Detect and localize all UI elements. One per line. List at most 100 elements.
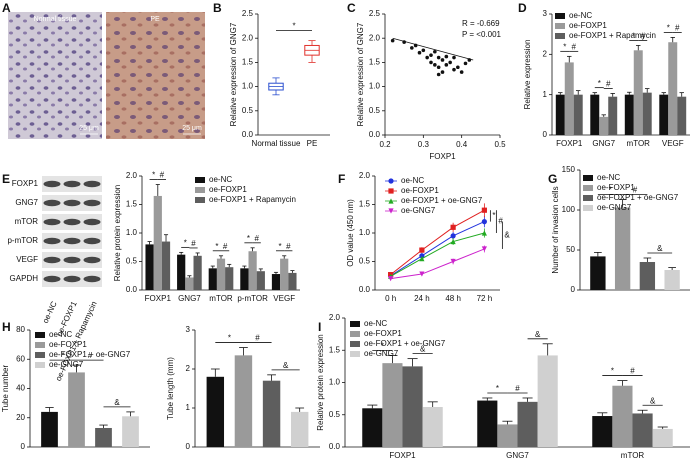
series-line	[390, 209, 485, 276]
bar	[633, 50, 643, 135]
legend-swatch	[35, 342, 45, 348]
bar	[68, 372, 85, 447]
significance-mark: *	[381, 342, 384, 351]
marker	[388, 198, 394, 204]
bar	[664, 270, 680, 290]
panel-letter: H	[2, 320, 11, 334]
marker	[481, 207, 487, 213]
y-tick-label: 0	[571, 285, 576, 294]
x-tick-label: Normal tissue	[252, 139, 301, 148]
bar	[216, 258, 226, 290]
significance-mark: &	[650, 396, 656, 405]
blot-row-label: mTOR	[15, 217, 39, 226]
x-tick-label: p-mTOR	[237, 294, 268, 303]
significance-mark: #	[286, 242, 291, 251]
legend-swatch	[555, 23, 565, 29]
significance-mark: *	[632, 32, 635, 41]
x-tick-label: 24 h	[414, 294, 430, 303]
significance-mark: #	[641, 32, 646, 41]
bar	[262, 380, 281, 447]
x-tick-label: 0 h	[385, 294, 396, 303]
y-tick-label: 0.0	[369, 130, 381, 139]
y-tick-label: 1	[186, 403, 191, 412]
y-tick-label: 20	[16, 413, 25, 422]
significance-mark: #	[498, 217, 503, 226]
x-tick-label: mTOR	[627, 139, 651, 148]
panel-letter: E	[2, 172, 10, 186]
significance-mark: *	[292, 22, 295, 31]
y-tick-label: 0.0	[359, 285, 371, 294]
bar	[41, 411, 58, 447]
legend-swatch	[555, 13, 565, 19]
panel-letter: C	[347, 1, 356, 15]
point	[448, 60, 452, 65]
blot-band	[63, 275, 81, 283]
legend-swatch	[583, 175, 593, 181]
legend-label: oe-FOXP1	[209, 185, 247, 194]
legend-label: oe-FOXP1 + oe-GNG7	[49, 350, 131, 359]
y-tick-label: 0.5	[329, 410, 341, 419]
blot-band	[63, 180, 81, 188]
blot-band	[43, 275, 61, 283]
bar	[612, 385, 633, 447]
blot-row-label: GAPDH	[10, 274, 39, 283]
y-tick-label: 0.0	[329, 442, 341, 451]
marker	[388, 276, 394, 282]
point	[390, 38, 395, 43]
significance-mark: *	[247, 234, 250, 243]
bar	[564, 62, 574, 135]
image-label: PE	[150, 16, 160, 23]
x-tick-label: 0.3	[418, 140, 430, 149]
bar	[624, 94, 634, 135]
legend-label: oe-FOXP1	[49, 340, 87, 349]
y-tick-label: 2.0	[369, 33, 381, 42]
legend-label: oe-FOXP1 + Rapamycin	[209, 195, 296, 204]
bar	[592, 416, 613, 447]
panel-letter: G	[548, 172, 557, 186]
bar	[240, 268, 249, 290]
legend-label: oe-GNG7	[401, 206, 436, 215]
legend-label: oe-FOXP1	[597, 183, 635, 192]
y-axis-label: Relative expression of GNG7	[356, 22, 365, 126]
point	[417, 50, 422, 55]
legend-label: oe-FOXP1 + oe-GNG7	[401, 196, 483, 205]
stat-annotation: P = <0.001	[462, 30, 502, 39]
y-tick-label: 1.5	[359, 200, 371, 209]
bar	[517, 401, 538, 447]
bar	[402, 366, 423, 447]
point	[444, 63, 449, 67]
series-line	[390, 221, 485, 277]
y-tick-label: 2	[186, 364, 191, 373]
significance-mark: &	[114, 398, 120, 407]
fit-line	[392, 37, 474, 61]
point	[425, 55, 429, 60]
significance-mark: *	[496, 384, 499, 393]
legend-label: oe-NC	[209, 175, 232, 184]
marker	[419, 271, 425, 277]
bar	[599, 116, 609, 135]
legend-label: oe-FOXP1	[569, 21, 607, 30]
legend-label: oe-FOXP1	[401, 186, 439, 195]
marker	[481, 219, 487, 225]
x-tick-label: GNG7	[592, 139, 615, 148]
image-label: Normal tissue	[34, 16, 77, 23]
legend-label: oe-FOXP1 + oe-GNG7	[364, 339, 446, 348]
y-tick-label: 0.0	[126, 285, 138, 294]
blot-band	[43, 256, 61, 264]
significance-mark: *	[563, 42, 566, 51]
significance-mark: &	[535, 330, 541, 339]
y-tick-label: 1.5	[329, 345, 341, 354]
bar	[497, 424, 518, 447]
y-tick-label: 3	[543, 9, 548, 18]
bar	[95, 427, 112, 447]
y-tick-label: 100	[562, 205, 576, 214]
y-tick-label: 1.5	[369, 58, 381, 67]
legend-swatch	[583, 185, 593, 191]
legend-swatch	[195, 187, 205, 193]
bar	[382, 363, 403, 447]
y-axis-label: Tube number	[1, 365, 10, 413]
blot-band	[83, 180, 101, 188]
x-tick-label: 0.5	[494, 140, 506, 149]
x-tick-label: PE	[307, 139, 318, 148]
